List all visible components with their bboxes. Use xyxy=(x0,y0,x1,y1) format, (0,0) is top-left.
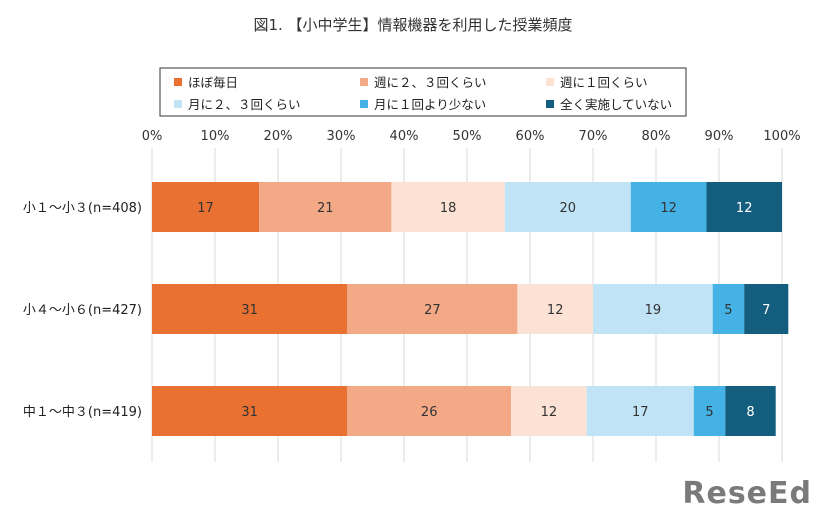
bar-segment xyxy=(391,182,505,232)
category-label: 中１〜中３(n=419) xyxy=(23,405,142,420)
legend-box xyxy=(159,67,687,117)
bar-segment xyxy=(511,386,587,436)
bar-segment xyxy=(593,284,713,334)
legend-label: 週に２、３回くらい xyxy=(374,75,487,90)
bar-segment xyxy=(259,182,392,232)
bar-segment xyxy=(712,284,745,334)
legend-swatch xyxy=(546,78,554,86)
bar-segment xyxy=(744,284,789,334)
data-label: 5 xyxy=(705,405,713,420)
x-tick-label: 0% xyxy=(142,129,163,144)
chart-title: 図1. 【小中学生】情報機器を利用した授業頻度 xyxy=(253,16,572,34)
data-label: 17 xyxy=(197,201,214,216)
bar-segment xyxy=(152,386,348,436)
legend-swatch xyxy=(174,78,182,86)
x-tick-label: 90% xyxy=(705,129,734,144)
watermark-logo: ReseEd xyxy=(682,476,812,509)
bar-segment xyxy=(152,182,260,232)
legend-swatch xyxy=(546,100,554,108)
legend-label: ほぼ毎日 xyxy=(188,75,238,90)
data-label: 5 xyxy=(724,303,732,318)
data-label: 8 xyxy=(746,405,754,420)
legend-label: 全く実施していない xyxy=(560,97,672,112)
category-label: 小４〜小６(n=427) xyxy=(23,303,142,318)
bar-segment xyxy=(152,284,348,334)
x-tick-label: 30% xyxy=(327,129,356,144)
data-label: 7 xyxy=(762,303,770,318)
x-tick-label: 60% xyxy=(516,129,545,144)
x-tick-label: 70% xyxy=(579,129,608,144)
x-tick-label: 50% xyxy=(453,129,482,144)
bar-segment xyxy=(347,284,518,334)
x-tick-label: 80% xyxy=(642,129,671,144)
data-label: 18 xyxy=(440,201,457,216)
category-label: 小１〜小３(n=408) xyxy=(23,201,142,216)
x-tick-label: 10% xyxy=(201,129,230,144)
data-label: 21 xyxy=(317,201,334,216)
data-label: 12 xyxy=(541,405,558,420)
bar-segment xyxy=(693,386,726,436)
data-label: 27 xyxy=(424,303,441,318)
bar-segment xyxy=(630,182,707,232)
bar-segment xyxy=(504,182,631,232)
legend-label: 月に２、３回くらい xyxy=(188,97,301,112)
data-label: 26 xyxy=(421,405,438,420)
bars: 17 21 18 20 12 12 31 27 12 19 5 7 31 26 12 17 5 8 xyxy=(152,182,789,436)
x-tick-label: 20% xyxy=(264,129,293,144)
bar-segment xyxy=(725,386,776,436)
bar-segment xyxy=(706,182,782,232)
legend-swatch xyxy=(360,100,368,108)
data-label: 31 xyxy=(241,303,258,318)
data-label: 20 xyxy=(560,201,577,216)
x-tick-label: 40% xyxy=(390,129,419,144)
data-label: 31 xyxy=(241,405,258,420)
data-label: 12 xyxy=(660,201,677,216)
legend-label: 月に１回より少ない xyxy=(374,97,486,112)
bar-segment xyxy=(347,386,512,436)
legend-swatch xyxy=(360,78,368,86)
x-axis-ticks: 0% 10% 20% 30% 40% 50% 60% 70% 80% 90% 100% xyxy=(142,129,801,144)
category-labels: 小１〜小３(n=408) 小４〜小６(n=427) 中１〜中３(n=419) xyxy=(23,201,142,420)
bar-segment xyxy=(586,386,694,436)
data-label: 12 xyxy=(736,201,753,216)
legend-label: 週に１回くらい xyxy=(560,75,648,90)
x-tick-label: 100% xyxy=(763,129,800,144)
data-label: 17 xyxy=(632,405,649,420)
bar-segment xyxy=(517,284,593,334)
legend-swatch xyxy=(174,100,182,108)
data-label: 19 xyxy=(645,303,662,318)
data-label: 12 xyxy=(547,303,564,318)
